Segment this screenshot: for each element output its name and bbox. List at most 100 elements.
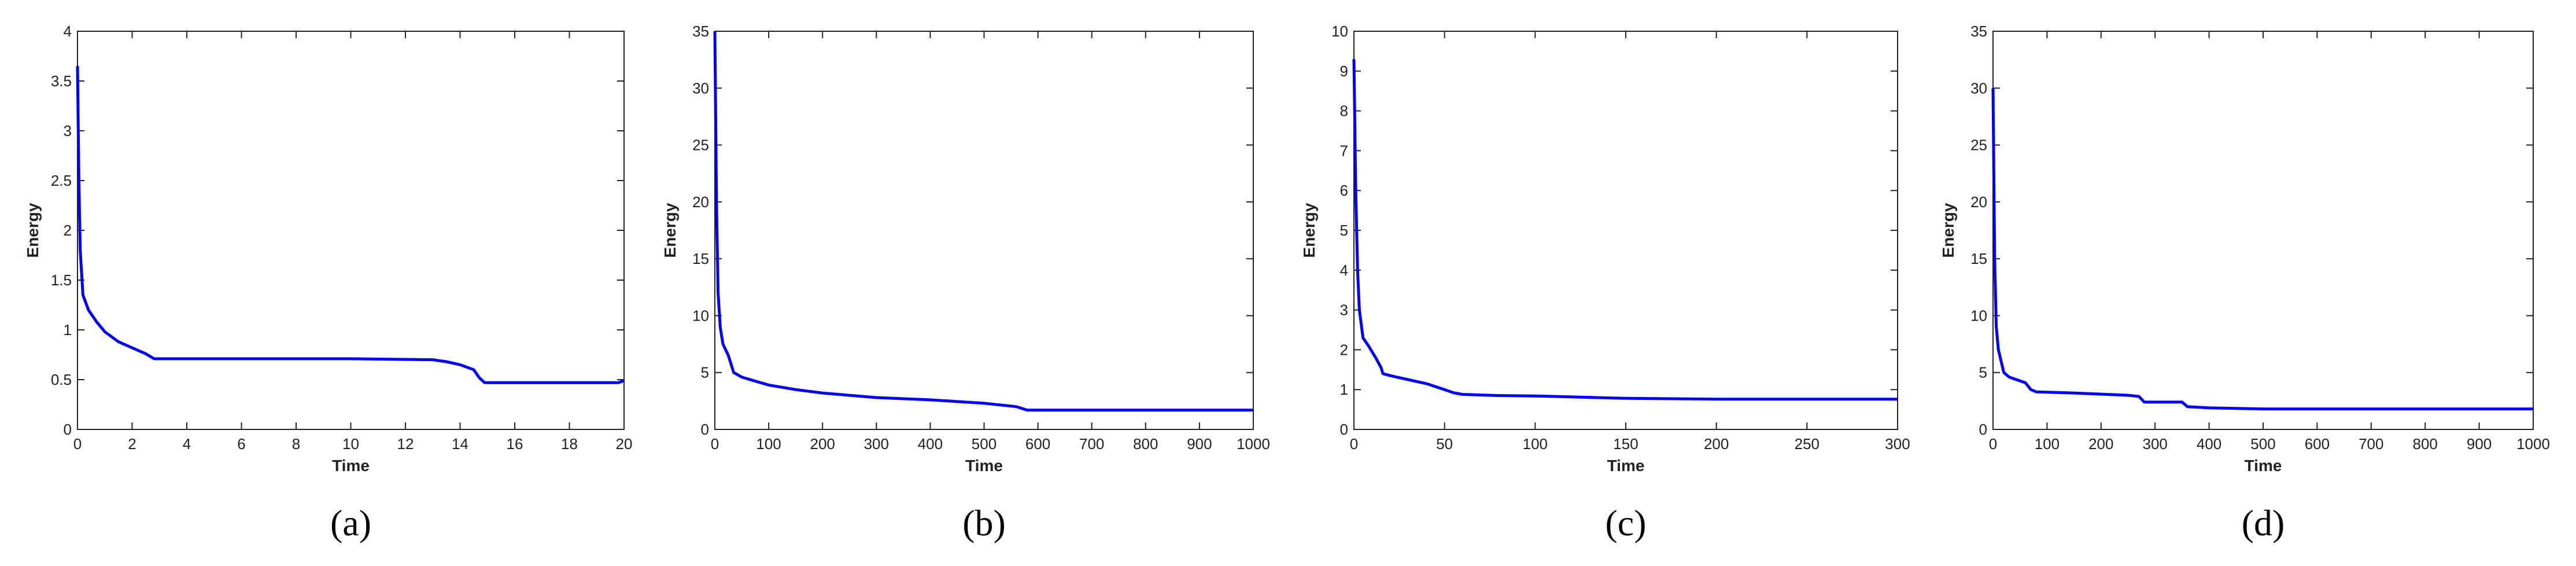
y-tick-label: 1.5 <box>51 271 72 289</box>
x-tick-label: 400 <box>2197 435 2221 453</box>
y-tick-label: 10 <box>1970 307 1987 324</box>
y-tick-label: 10 <box>692 307 709 324</box>
y-tick-label: 0 <box>1340 421 1348 438</box>
y-tick-label: 20 <box>1970 193 1987 211</box>
x-axis-title: Time <box>332 457 370 475</box>
y-tick-label: 20 <box>692 193 709 211</box>
y-tick-label: 2 <box>1340 341 1348 358</box>
x-tick-label: 600 <box>1025 435 1050 453</box>
x-tick-label: 16 <box>507 435 523 453</box>
y-tick-label: 6 <box>1340 182 1348 199</box>
y-axis-title: Energy <box>1939 203 1957 258</box>
x-tick-label: 18 <box>561 435 578 453</box>
y-axis-title: Energy <box>24 203 42 258</box>
x-tick-label: 500 <box>2250 435 2275 453</box>
y-tick-label: 35 <box>692 23 709 40</box>
x-tick-label: 700 <box>1079 435 1104 453</box>
y-tick-label: 5 <box>701 364 709 381</box>
x-tick-label: 900 <box>1187 435 1212 453</box>
x-tick-label: 200 <box>810 435 835 453</box>
x-tick-label: 300 <box>864 435 889 453</box>
x-tick-label: 150 <box>1613 435 1638 453</box>
x-axis-title: Time <box>965 457 1003 475</box>
y-tick-label: 4 <box>64 23 72 40</box>
x-tick-label: 400 <box>918 435 943 453</box>
plot-frame <box>714 31 1254 430</box>
x-tick-label: 2 <box>128 435 136 453</box>
x-tick-label: 0 <box>1989 435 1997 453</box>
y-tick-label: 15 <box>1970 250 1987 267</box>
energy-line <box>1991 88 2533 411</box>
x-tick-label: 50 <box>1436 435 1453 453</box>
y-tick-label: 0 <box>64 421 72 438</box>
y-tick-label: 25 <box>692 137 709 154</box>
x-tick-label: 12 <box>397 435 414 453</box>
caption: (c) <box>1605 502 1646 543</box>
energy-line <box>76 66 625 384</box>
y-tick-label: 3 <box>64 122 72 139</box>
plot-frame <box>1353 31 1898 430</box>
y-tick-label: 10 <box>1331 23 1348 40</box>
x-tick-label: 20 <box>616 435 633 453</box>
x-tick-label: 900 <box>2467 435 2492 453</box>
y-tick-label: 8 <box>1340 102 1348 120</box>
x-axis-title: Time <box>1607 457 1645 475</box>
panel: 0 5 10 15 20 25 30 35 0 100 200 300 400 500 600 700 800 9… <box>1939 23 2550 543</box>
y-tick-label: 3.5 <box>51 72 72 90</box>
plot-frame <box>77 31 625 430</box>
x-tick-label: 800 <box>1133 435 1158 453</box>
y-tick-label: 2.5 <box>51 172 72 189</box>
x-tick-label: 700 <box>2359 435 2383 453</box>
y-tick-label: 7 <box>1340 142 1348 159</box>
x-tick-label: 8 <box>292 435 300 453</box>
x-tick-label: 14 <box>452 435 468 453</box>
y-tick-label: 5 <box>1979 364 1987 381</box>
x-tick-label: 250 <box>1795 435 1820 453</box>
y-tick-label: 30 <box>1970 79 1987 97</box>
y-tick-label: 1 <box>64 321 72 339</box>
y-tick-label: 9 <box>1340 63 1348 80</box>
y-axis-title: Energy <box>1300 203 1318 258</box>
x-tick-label: 0 <box>1350 435 1358 453</box>
y-tick-label: 0 <box>1979 421 1987 438</box>
y-tick-label: 2 <box>64 222 72 239</box>
caption: (a) <box>330 502 371 543</box>
y-tick-label: 0 <box>701 421 709 438</box>
panel: 0 0.5 1 1.5 2 2.5 3 3.5 4 0 2 4 6 8 10 12 14 16 18 20 Time En… <box>24 23 632 543</box>
x-tick-label: 300 <box>2143 435 2168 453</box>
energy-line <box>713 31 1253 412</box>
caption: (d) <box>2242 502 2285 543</box>
y-tick-label: 15 <box>692 250 709 267</box>
x-tick-label: 0 <box>711 435 719 453</box>
y-tick-label: 35 <box>1970 23 1987 40</box>
y-axis-title: Energy <box>661 203 679 258</box>
x-tick-label: 300 <box>1885 435 1910 453</box>
y-tick-label: 30 <box>692 79 709 97</box>
y-tick-label: 5 <box>1340 222 1348 239</box>
x-tick-label: 800 <box>2413 435 2438 453</box>
y-tick-label: 0.5 <box>51 371 72 388</box>
x-tick-label: 200 <box>1704 435 1729 453</box>
y-tick-label: 3 <box>1340 302 1348 319</box>
x-tick-label: 200 <box>2088 435 2113 453</box>
x-tick-label: 600 <box>2305 435 2330 453</box>
x-tick-label: 10 <box>342 435 359 453</box>
x-tick-label: 4 <box>183 435 191 453</box>
x-axis-title: Time <box>2245 457 2282 475</box>
plot-frame <box>1992 31 2534 430</box>
x-tick-label: 100 <box>1523 435 1548 453</box>
x-tick-label: 500 <box>972 435 997 453</box>
energy-line <box>1352 59 1898 401</box>
y-tick-label: 25 <box>1970 137 1987 154</box>
x-tick-label: 1000 <box>1237 435 1270 453</box>
x-tick-label: 100 <box>756 435 781 453</box>
caption: (b) <box>962 502 1006 543</box>
x-tick-label: 6 <box>237 435 245 453</box>
y-tick-label: 1 <box>1340 381 1348 398</box>
x-tick-label: 100 <box>2035 435 2060 453</box>
panel: 0 5 10 15 20 25 30 35 0 100 200 300 400 500 600 700 800 9… <box>661 23 1270 543</box>
x-tick-label: 1000 <box>2516 435 2550 453</box>
